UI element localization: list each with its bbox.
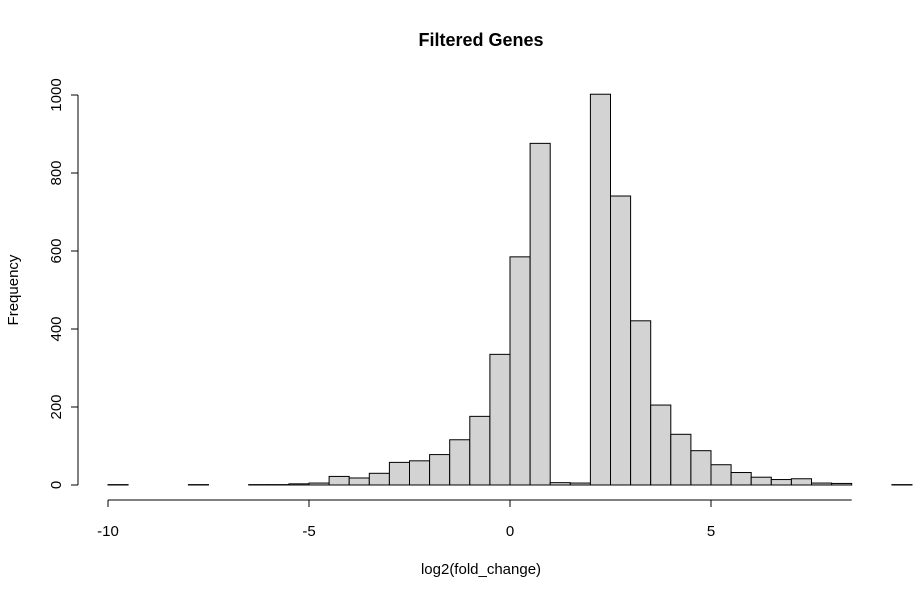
histogram-bar — [670, 433, 692, 486]
histogram-bar — [589, 93, 612, 486]
histogram-bar — [489, 353, 511, 486]
bars-group — [107, 93, 913, 486]
y-tick-label: 800 — [48, 160, 65, 185]
y-tick-label: 400 — [48, 316, 65, 341]
x-tick-label: -10 — [97, 523, 119, 540]
histogram-bar — [328, 475, 350, 486]
y-axis: 0 200 400 600 800 1000 — [48, 78, 79, 489]
histogram-bar — [811, 482, 833, 486]
histogram-bar — [630, 320, 652, 486]
histogram-bar — [790, 478, 813, 486]
x-tick-label: 5 — [707, 523, 715, 540]
histogram-bar — [409, 460, 431, 486]
histogram-bar — [650, 404, 672, 486]
histogram-bar — [549, 482, 571, 486]
histogram-bar — [368, 472, 390, 486]
histogram-bar — [750, 476, 772, 486]
histogram-bar — [429, 454, 451, 486]
y-axis-label: Frequency — [5, 254, 22, 325]
x-axis-label: log2(fold_change) — [421, 561, 541, 578]
y-tick-label: 200 — [48, 394, 65, 419]
histogram-bar — [770, 479, 792, 486]
histogram-bar — [569, 482, 591, 486]
histogram-bar — [710, 464, 732, 486]
y-tick-label: 0 — [48, 481, 65, 489]
histogram-bar — [388, 461, 410, 486]
y-tick-label: 600 — [48, 238, 65, 263]
chart-title: Filtered Genes — [418, 30, 543, 50]
histogram-bar — [690, 450, 712, 486]
histogram-bar — [730, 472, 752, 486]
histogram-bar — [449, 439, 471, 486]
x-axis: -10 -5 0 5 — [97, 499, 852, 540]
histogram-bar — [348, 477, 370, 486]
x-tick-label: -5 — [302, 523, 315, 540]
histogram-bar — [509, 256, 531, 486]
x-tick-label: 0 — [506, 523, 514, 540]
histogram-bar — [831, 482, 853, 486]
histogram-bar — [308, 482, 330, 486]
histogram-bar — [610, 195, 632, 486]
histogram-bar — [529, 142, 551, 486]
y-tick-label: 1000 — [48, 78, 65, 111]
histogram-bar — [469, 415, 491, 486]
histogram-bar — [288, 483, 310, 486]
